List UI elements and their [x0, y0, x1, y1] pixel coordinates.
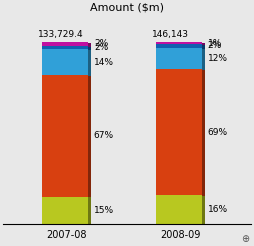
Bar — [160, 43, 205, 45]
Bar — [46, 47, 91, 50]
Bar — [42, 75, 88, 197]
Text: 16%: 16% — [208, 205, 228, 214]
Bar — [160, 45, 205, 48]
Text: 133,729.4: 133,729.4 — [38, 31, 84, 39]
Bar — [46, 50, 91, 76]
Bar — [42, 42, 88, 46]
Text: 2%: 2% — [94, 43, 108, 52]
Bar — [156, 195, 201, 224]
Bar — [160, 48, 205, 70]
Bar — [156, 44, 201, 48]
Text: 14%: 14% — [94, 58, 114, 67]
Text: 15%: 15% — [94, 206, 114, 215]
Text: 146,143: 146,143 — [152, 31, 189, 39]
Text: ⊕: ⊕ — [241, 234, 249, 244]
Bar — [156, 42, 201, 44]
Text: 2%: 2% — [208, 41, 222, 50]
Text: 1%: 1% — [208, 39, 222, 47]
Bar — [42, 197, 88, 224]
Text: 2%: 2% — [94, 40, 108, 48]
Bar — [42, 46, 88, 49]
Bar — [46, 76, 91, 198]
Text: 69%: 69% — [208, 128, 228, 137]
Bar — [42, 49, 88, 75]
Bar — [160, 196, 205, 225]
Text: 2008-09: 2008-09 — [161, 230, 201, 240]
Bar — [46, 43, 91, 47]
Bar — [156, 48, 201, 69]
Bar — [156, 69, 201, 195]
Title: Amount ($m): Amount ($m) — [90, 3, 164, 13]
Bar — [46, 198, 91, 225]
Bar — [160, 70, 205, 196]
Text: 12%: 12% — [208, 54, 228, 63]
Text: 67%: 67% — [94, 131, 114, 140]
Text: 2007-08: 2007-08 — [46, 230, 87, 240]
